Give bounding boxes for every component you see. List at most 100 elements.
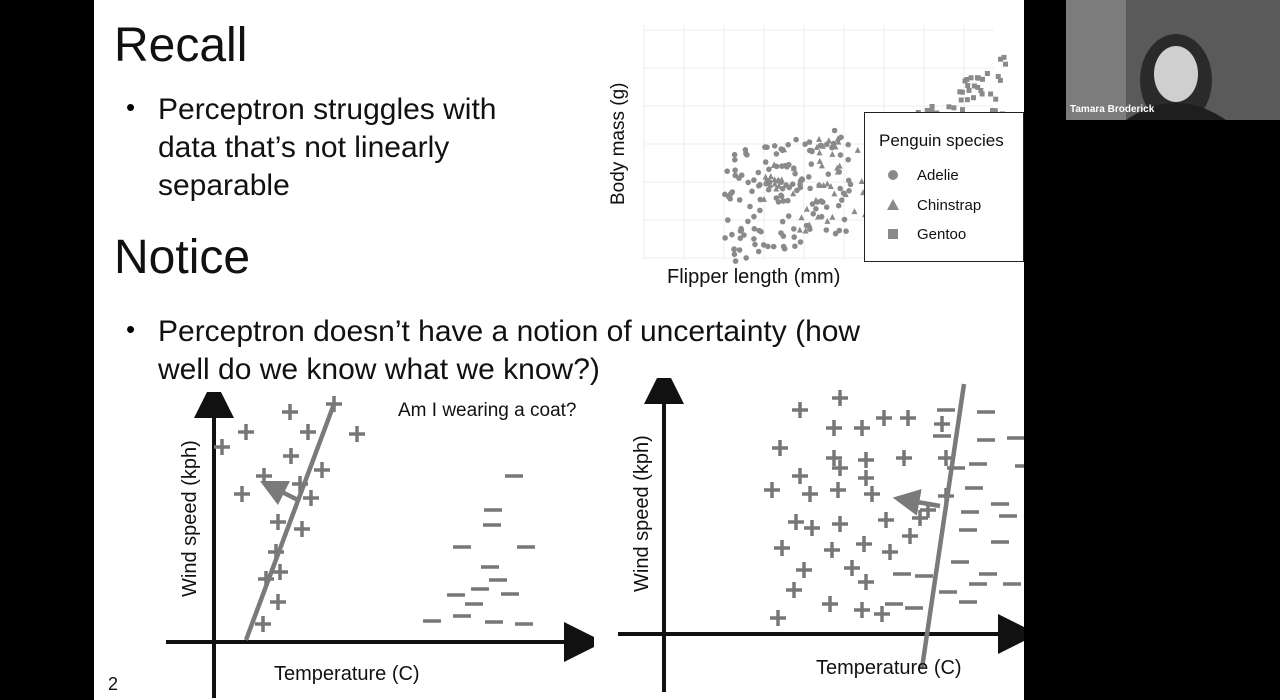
positive-mark bbox=[272, 564, 288, 580]
chinstrap-point bbox=[824, 180, 831, 187]
adelie-point bbox=[799, 176, 805, 182]
gentoo-point bbox=[997, 77, 1003, 83]
adelie-point bbox=[741, 232, 747, 238]
chinstrap-point bbox=[806, 221, 813, 228]
adelie-point bbox=[802, 141, 808, 147]
adelie-point bbox=[752, 241, 758, 248]
adelie-point bbox=[846, 188, 852, 194]
chinstrap-point bbox=[834, 168, 841, 175]
chinstrap-point bbox=[842, 191, 849, 198]
gentoo-point bbox=[993, 96, 999, 102]
adelie-point bbox=[764, 144, 770, 151]
gentoo-point bbox=[990, 108, 995, 113]
chinstrap-point bbox=[834, 135, 841, 142]
adelie-point bbox=[823, 204, 830, 210]
gentoo-point bbox=[946, 104, 952, 110]
legend-adelie: Adelie bbox=[917, 167, 959, 184]
positive-mark bbox=[238, 424, 254, 440]
positive-mark bbox=[270, 594, 286, 610]
notice-bullet-line-2: well do we know what we know?) bbox=[158, 353, 600, 386]
chinstrap-point bbox=[775, 182, 782, 189]
adelie-point bbox=[780, 198, 787, 204]
chinstrap-point bbox=[818, 162, 825, 169]
chinstrap-point bbox=[770, 162, 777, 169]
gentoo-point bbox=[929, 108, 935, 114]
triangle-marker-icon bbox=[887, 199, 899, 210]
normal-vector-arrow bbox=[892, 489, 941, 516]
adelie-point bbox=[835, 202, 842, 209]
gentoo-point bbox=[959, 89, 965, 95]
adelie-point bbox=[806, 174, 812, 180]
positive-mark bbox=[764, 482, 780, 498]
positive-mark bbox=[854, 420, 870, 436]
decision-boundary bbox=[243, 403, 337, 641]
adelie-point bbox=[762, 159, 769, 165]
positive-mark bbox=[882, 544, 898, 560]
positive-mark bbox=[270, 514, 286, 530]
adelie-point bbox=[810, 211, 816, 217]
adelie-point bbox=[786, 184, 793, 191]
chinstrap-point bbox=[832, 143, 839, 150]
webcam-tile: Tamara Broderick bbox=[1066, 0, 1280, 120]
adelie-point bbox=[722, 235, 728, 241]
positive-mark bbox=[303, 490, 319, 506]
gentoo-point bbox=[960, 107, 965, 113]
adelie-point bbox=[755, 248, 762, 255]
positive-mark bbox=[900, 410, 916, 426]
recall-bullet-line-1: Perceptron struggles with bbox=[158, 93, 497, 126]
chinstrap-point bbox=[802, 227, 809, 234]
chinstrap-point bbox=[835, 138, 842, 145]
chinstrap-point bbox=[851, 208, 858, 215]
adelie-point bbox=[745, 218, 751, 225]
chinstrap-point bbox=[763, 179, 770, 186]
chinstrap-point bbox=[774, 177, 781, 184]
legend-chinstrap: Chinstrap bbox=[917, 197, 982, 214]
gentoo-point bbox=[980, 76, 985, 82]
chinstrap-point bbox=[767, 181, 774, 188]
positive-mark bbox=[826, 450, 842, 466]
adelie-point bbox=[736, 197, 743, 203]
adelie-point bbox=[773, 195, 780, 201]
page-number: 2 bbox=[108, 674, 119, 694]
coat-annotation: Am I wearing a coat? bbox=[398, 400, 576, 421]
positive-mark bbox=[858, 452, 874, 468]
positive-mark bbox=[876, 410, 892, 426]
square-marker-icon bbox=[888, 229, 898, 239]
gentoo-point bbox=[964, 77, 970, 82]
positive-mark bbox=[858, 470, 874, 486]
adelie-point bbox=[765, 243, 771, 250]
gentoo-point bbox=[964, 97, 970, 103]
positive-mark bbox=[214, 439, 230, 455]
adelie-point bbox=[729, 231, 735, 238]
positive-mark bbox=[830, 482, 846, 498]
adelie-point bbox=[751, 226, 758, 232]
adelie-point bbox=[757, 182, 763, 188]
adelie-point bbox=[724, 168, 730, 174]
adelie-point bbox=[779, 218, 786, 225]
slide: Recall • Perceptron struggles with data … bbox=[94, 0, 1024, 700]
positive-mark bbox=[832, 516, 848, 532]
bullet-dot: • bbox=[126, 314, 136, 344]
chinstrap-point bbox=[827, 183, 834, 190]
chinstrap-point bbox=[854, 146, 861, 153]
adelie-point bbox=[843, 228, 849, 234]
adelie-point bbox=[731, 246, 737, 253]
adelie-point bbox=[806, 139, 813, 145]
positive-mark bbox=[912, 510, 928, 526]
positive-mark bbox=[878, 512, 894, 528]
penguin-ylabel: Body mass (g) bbox=[608, 83, 629, 205]
adelie-point bbox=[756, 227, 762, 234]
chinstrap-point bbox=[858, 177, 865, 184]
positive-mark bbox=[786, 582, 802, 598]
adelie-point bbox=[771, 143, 778, 149]
positive-mark bbox=[826, 420, 842, 436]
positive-mark bbox=[874, 606, 890, 622]
adelie-point bbox=[725, 193, 732, 200]
chinstrap-point bbox=[762, 173, 769, 180]
adelie-point bbox=[749, 188, 755, 195]
bullet-dot: • bbox=[126, 92, 136, 122]
chinstrap-point bbox=[829, 150, 836, 157]
adelie-point bbox=[823, 227, 830, 233]
adelie-point bbox=[832, 230, 839, 237]
adelie-point bbox=[732, 167, 738, 173]
